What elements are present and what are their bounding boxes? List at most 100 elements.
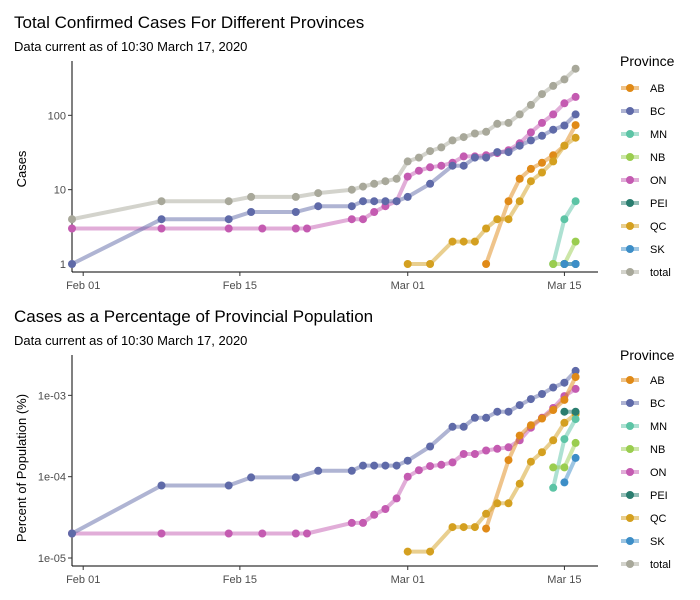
data-point-bc bbox=[549, 383, 558, 392]
data-point-on bbox=[482, 446, 491, 455]
data-point-bc bbox=[157, 481, 166, 490]
data-point-on bbox=[403, 172, 412, 181]
data-point-bc bbox=[314, 202, 323, 211]
data-point-ab bbox=[482, 260, 491, 268]
data-point-on bbox=[414, 166, 423, 175]
data-point-qc bbox=[560, 141, 569, 150]
data-point-total bbox=[414, 153, 423, 162]
series-line-qc bbox=[405, 412, 578, 554]
data-point-bc bbox=[370, 197, 379, 206]
y-tick-label: 1 bbox=[60, 259, 66, 271]
x-tick-label: Mar 01 bbox=[391, 574, 425, 586]
data-point-on bbox=[526, 128, 535, 137]
data-point-total bbox=[291, 192, 300, 201]
data-point-sk bbox=[560, 478, 569, 487]
cases-chart-panel: Total Confirmed Cases For Different Prov… bbox=[14, 13, 598, 292]
data-point-total bbox=[482, 127, 491, 136]
legend-label: MN bbox=[650, 129, 667, 141]
data-point-on bbox=[370, 208, 379, 216]
legend-label: SK bbox=[650, 244, 665, 256]
data-point-qc bbox=[403, 547, 412, 556]
legend-label: ON bbox=[650, 467, 667, 479]
legend-swatch-dot bbox=[626, 222, 634, 230]
legend-swatch-dot bbox=[626, 84, 634, 92]
legend-item-on: ON bbox=[621, 467, 667, 479]
legend-label: QC bbox=[650, 221, 667, 233]
legend-item-bc: BC bbox=[621, 106, 665, 118]
legend-label: total bbox=[650, 267, 671, 279]
chart-title: Cases as a Percentage of Provincial Popu… bbox=[14, 307, 373, 326]
data-point-qc bbox=[482, 224, 491, 233]
data-point-qc bbox=[526, 457, 535, 466]
series-line-bc bbox=[70, 368, 578, 536]
data-point-on bbox=[303, 224, 311, 233]
legend-swatch-dot bbox=[626, 468, 634, 476]
legend-swatch-dot bbox=[626, 399, 634, 407]
data-point-total bbox=[370, 179, 379, 188]
series-line-total bbox=[70, 66, 578, 222]
legend-label: BC bbox=[650, 106, 665, 118]
legend-item-nb: NB bbox=[621, 444, 665, 456]
data-point-ab bbox=[504, 456, 513, 465]
legend-item-qc: QC bbox=[621, 221, 667, 233]
data-point-bc bbox=[247, 473, 256, 482]
legend-swatch-dot bbox=[626, 268, 634, 276]
data-point-on bbox=[157, 529, 166, 538]
data-point-qc bbox=[448, 237, 457, 246]
data-point-qc bbox=[459, 237, 468, 246]
data-point-qc bbox=[526, 177, 535, 186]
data-point-bc bbox=[538, 390, 546, 398]
data-point-bc bbox=[247, 208, 256, 216]
percent-plot-area: 1e-05 1e-04 1e-03 Feb 01 Feb 15 Mar 01 Mar 15 bbox=[38, 355, 598, 586]
data-point-on bbox=[359, 518, 367, 527]
data-point-on bbox=[258, 529, 267, 538]
data-point-on bbox=[381, 505, 390, 513]
data-point-total bbox=[403, 157, 412, 166]
legend-swatch-dot bbox=[626, 130, 634, 138]
data-point-mn bbox=[571, 197, 580, 206]
data-point-bc bbox=[470, 413, 479, 422]
data-point-bc bbox=[459, 422, 468, 431]
data-point-bc bbox=[68, 260, 76, 268]
data-point-ab bbox=[571, 121, 580, 130]
data-point-bc bbox=[571, 366, 580, 375]
legend-item-mn: MN bbox=[621, 129, 667, 141]
legend-label: SK bbox=[650, 536, 665, 548]
legend-swatch-dot bbox=[626, 491, 634, 499]
data-point-total bbox=[247, 192, 256, 201]
data-point-ab bbox=[538, 158, 546, 167]
legend-entries: AB BC MN NB ON PEI QC SK total bbox=[621, 83, 671, 279]
data-point-ab bbox=[526, 421, 535, 430]
legend-item-on: ON bbox=[621, 175, 667, 187]
data-point-total bbox=[381, 177, 390, 186]
y-tick-label: 1e-05 bbox=[38, 553, 66, 565]
data-point-bc bbox=[291, 208, 300, 216]
data-point-qc bbox=[403, 260, 412, 268]
data-point-on bbox=[303, 529, 311, 538]
x-tick-label: Feb 01 bbox=[66, 574, 100, 586]
data-point-bc bbox=[157, 215, 166, 224]
y-tick-label: 1e-04 bbox=[38, 472, 66, 484]
data-point-bc bbox=[381, 197, 390, 206]
data-point-bc bbox=[392, 461, 401, 470]
data-point-bc bbox=[381, 461, 390, 470]
legend-swatch-dot bbox=[626, 514, 634, 522]
data-point-bc bbox=[314, 466, 323, 475]
legend-label: AB bbox=[650, 83, 665, 95]
legend-item-total: total bbox=[621, 559, 671, 571]
data-point-sk bbox=[560, 260, 569, 268]
data-point-total bbox=[224, 197, 233, 206]
data-point-total bbox=[314, 189, 323, 198]
data-point-on bbox=[157, 224, 166, 233]
legend-bottom: Province AB BC MN NB ON PEI QC SK total bbox=[620, 347, 675, 571]
data-point-on bbox=[571, 92, 580, 101]
x-tick-label: Feb 15 bbox=[223, 280, 257, 292]
data-point-qc bbox=[549, 436, 558, 445]
legend-swatch-dot bbox=[626, 376, 634, 384]
data-point-on bbox=[437, 460, 446, 469]
data-point-on bbox=[470, 450, 479, 458]
data-point-ab bbox=[504, 197, 513, 206]
data-point-qc bbox=[504, 499, 513, 508]
data-point-total bbox=[68, 215, 76, 224]
data-point-on bbox=[538, 118, 546, 127]
